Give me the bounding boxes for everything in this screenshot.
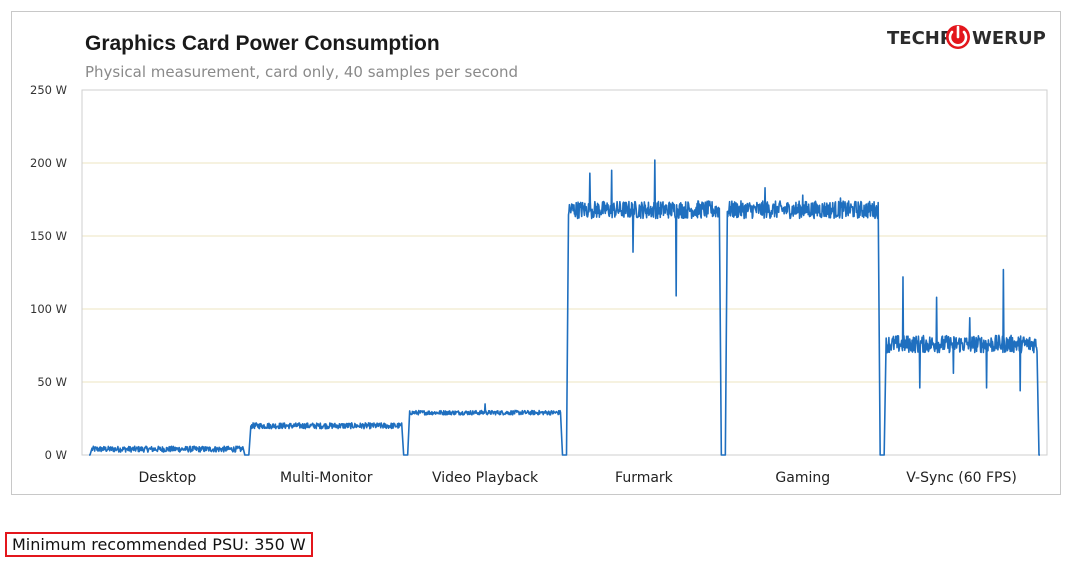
y-tick-label: 150 W — [30, 229, 67, 243]
power-chart: Graphics Card Power Consumption Physical… — [30, 25, 1048, 486]
chart-panel: Graphics Card Power Consumption Physical… — [11, 11, 1061, 495]
psu-recommendation: Minimum recommended PSU: 350 W — [5, 532, 313, 557]
logo-text-right: WERUP — [972, 28, 1046, 49]
techpowerup-logo: TECHP WERUP — [887, 25, 1046, 49]
y-tick-label: 0 W — [45, 448, 67, 462]
logo-text-left: TECHP — [887, 28, 953, 49]
series-power — [89, 159, 1040, 456]
category-label: Video Playback — [432, 470, 539, 486]
category-label: Multi-Monitor — [280, 470, 373, 486]
chart-title: Graphics Card Power Consumption — [85, 32, 440, 55]
power-icon — [946, 25, 970, 49]
psu-recommendation-text: Minimum recommended PSU: 350 W — [12, 535, 306, 554]
category-label: Gaming — [775, 470, 830, 486]
category-label: V-Sync (60 FPS) — [906, 470, 1017, 486]
plot-area — [81, 89, 1048, 456]
y-tick-label: 250 W — [30, 83, 67, 97]
chart-subtitle: Physical measurement, card only, 40 samp… — [85, 63, 518, 81]
category-label: Desktop — [139, 470, 197, 486]
y-tick-label: 200 W — [30, 156, 67, 170]
category-label: Furmark — [615, 470, 674, 486]
grid-lines — [82, 89, 1047, 383]
y-tick-label: 100 W — [30, 302, 67, 316]
power-trace — [89, 159, 1040, 456]
x-axis-categories: Desktop Multi-Monitor Video Playback Furmar… — [139, 470, 1017, 486]
y-tick-label: 50 W — [37, 375, 67, 389]
y-axis-ticks: 0 W 50 W 100 W 150 W 200 W 250 W — [30, 83, 67, 462]
